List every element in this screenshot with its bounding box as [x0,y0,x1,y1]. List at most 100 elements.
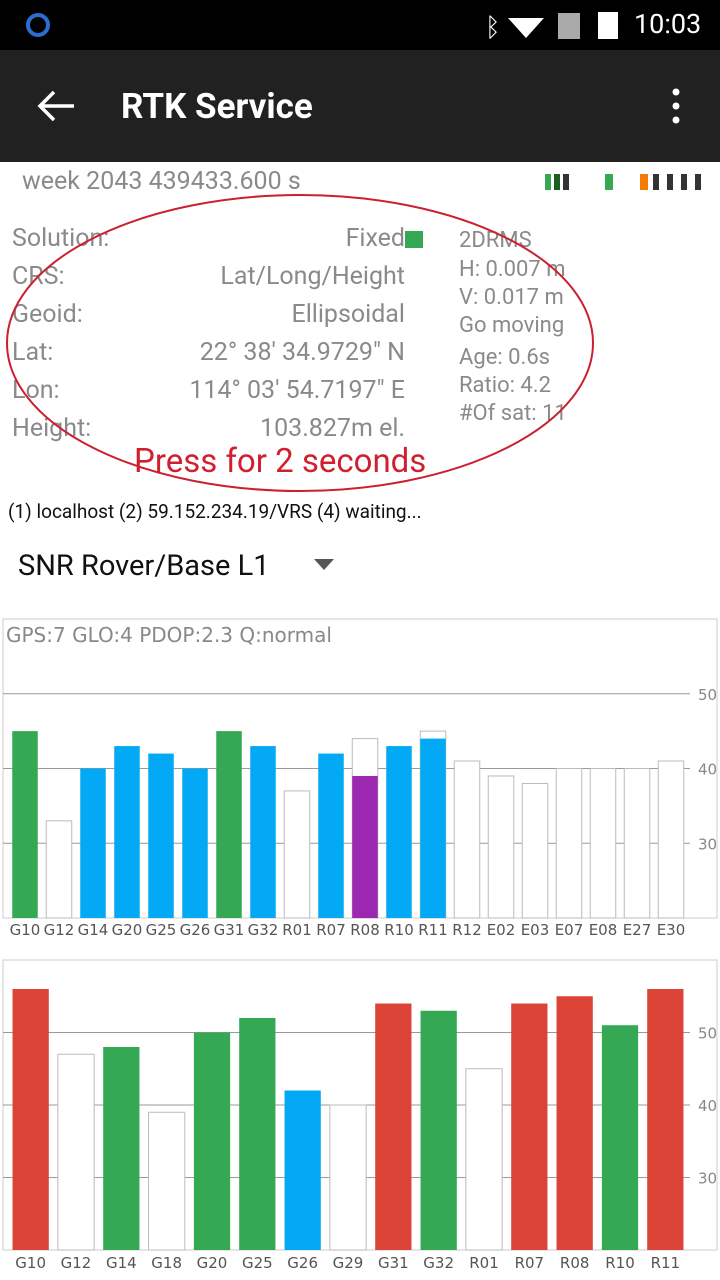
y-tick-label: 30 [698,1170,717,1188]
x-tick-label: R08 [350,921,380,939]
field-value: Fixed [345,224,405,253]
x-tick-label: G10 [10,921,41,939]
field-value: 22° 38' 34.9729" N [199,338,405,367]
y-tick-label: 50 [698,1025,717,1043]
bar [239,1018,276,1250]
x-tick-label: G14 [106,1254,137,1272]
annotation: Press for 2 seconds [134,442,427,481]
bar [511,1003,548,1250]
x-tick-label: G18 [151,1254,182,1272]
y-tick-label: 40 [698,1097,717,1115]
x-tick-label: R12 [452,921,482,939]
bar [80,768,106,918]
x-tick-label: R10 [384,921,414,939]
battery-icon [598,12,618,39]
field-label: Geoid: [12,300,83,329]
bar [589,768,617,919]
x-tick-label: G12 [44,921,75,939]
bar [601,1025,639,1250]
bar [148,753,174,918]
x-tick-label: G32 [248,921,279,939]
bar [182,768,208,918]
bar [465,1068,503,1251]
x-tick-label: G25 [242,1254,273,1272]
field-value: 114° 03' 54.7197" E [189,376,405,405]
sim-icon [558,13,580,39]
bar [12,989,49,1250]
x-tick-label: G20 [197,1254,228,1272]
y-tick-label: 50 [698,686,717,704]
time: 10:03 [634,8,702,40]
x-tick-label: R08 [560,1254,590,1272]
field-value: Ellipsoidal [291,300,405,329]
bar [487,775,515,919]
field-label: Lon: [12,376,60,405]
bar [375,1003,412,1250]
field-value: Lat/Long/Height [220,262,405,291]
y-tick-label: 30 [698,835,717,853]
fix-indicator [405,231,423,248]
annotation-ellipse [6,194,594,492]
x-tick-label: G26 [287,1254,318,1272]
back-button[interactable] [36,88,76,124]
x-tick-label: G29 [333,1254,364,1272]
y-tick-label: 40 [698,761,717,779]
bar [386,746,412,918]
x-tick-label: G20 [112,921,143,939]
bar [623,768,651,919]
accuracy-info: H: 0.007 m [459,257,566,282]
bar [12,731,38,918]
accuracy-info: Ratio: 4.2 [459,373,551,398]
bar [521,782,549,919]
bar [555,768,583,919]
x-tick-label: G31 [378,1254,409,1272]
field-label: Lat: [12,338,54,367]
x-tick-label: G31 [214,921,245,939]
bluetooth-icon: ᛒ [485,13,501,43]
bar [556,996,593,1250]
x-tick-label: G32 [423,1254,454,1272]
bar [283,790,311,919]
bar [420,738,446,918]
bar [647,989,684,1250]
x-tick-label: G26 [180,921,211,939]
bar [284,1090,321,1250]
chart-selector[interactable]: SNR Rover/Base L1 [18,549,270,583]
bar [114,746,140,918]
x-tick-label: G14 [78,921,109,939]
x-tick-label: E07 [555,921,584,939]
bar [45,820,73,919]
x-tick-label: R11 [418,921,448,939]
x-tick-label: E30 [657,921,686,939]
x-tick-label: R10 [605,1254,635,1272]
x-tick-label: E27 [623,921,652,939]
field-value: 103.827m el. [260,414,405,443]
bar [103,1047,140,1250]
dropdown-arrow[interactable] [314,559,336,573]
accuracy-info: Go moving [459,313,565,338]
x-tick-label: E08 [589,921,618,939]
accuracy-info: Age: 0.6s [459,345,551,370]
x-tick-label: E02 [487,921,516,939]
x-tick-label: G25 [146,921,177,939]
bar [352,775,378,918]
x-tick-label: R11 [651,1254,681,1272]
menu-button[interactable] [668,88,684,124]
link-status-icons [545,174,701,190]
bar [250,746,276,918]
bar [657,760,685,919]
bar [57,1053,95,1251]
app-icon [26,13,50,37]
x-tick-label: E03 [521,921,550,939]
x-tick-label: R01 [469,1254,499,1272]
x-tick-label: G10 [15,1254,46,1272]
status-icons: ᛒ [26,12,618,43]
title: RTK Service [121,86,313,127]
app-bar: RTK Service [0,50,720,162]
x-tick-label: R07 [316,921,346,939]
bar [329,1104,367,1251]
connection-status: (1) localhost (2) 59.152.234.19/VRS (4) … [8,500,422,523]
x-tick-label: G12 [61,1254,92,1272]
